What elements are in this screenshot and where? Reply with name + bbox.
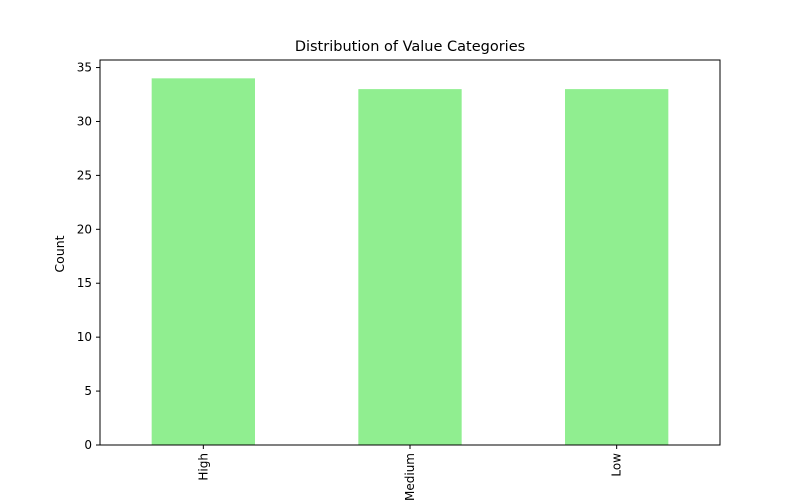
x-tick-label: Medium — [403, 453, 417, 500]
y-axis-label: Count — [52, 235, 67, 272]
y-tick-label: 10 — [77, 330, 92, 344]
x-axis-ticks: High Medium Low — [196, 445, 624, 500]
y-axis-ticks: 0 5 10 15 20 25 30 35 — [77, 61, 100, 452]
plot-frame — [99, 59, 721, 446]
y-tick-label: 15 — [77, 276, 92, 290]
x-tick-label: High — [196, 453, 210, 481]
bars-group — [151, 78, 669, 445]
y-tick-label: 5 — [84, 384, 92, 398]
x-tick-label: Low — [610, 453, 624, 477]
bar-medium — [358, 89, 462, 445]
y-tick-label: 20 — [77, 222, 92, 236]
bar-low — [565, 89, 669, 445]
y-tick-label: 25 — [77, 168, 92, 182]
bar-high — [151, 78, 255, 445]
y-tick-label: 0 — [84, 438, 92, 452]
y-tick-label: 30 — [77, 114, 92, 128]
chart-title: Distribution of Value Categories — [295, 39, 525, 55]
y-tick-label: 35 — [77, 61, 92, 75]
